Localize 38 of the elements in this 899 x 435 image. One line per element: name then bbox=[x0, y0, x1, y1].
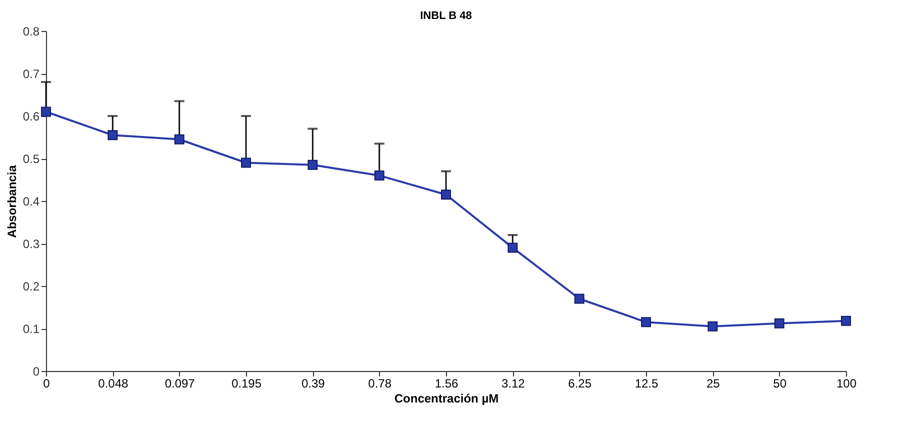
y-tick-label: 0 bbox=[32, 364, 40, 378]
point bbox=[841, 316, 851, 326]
x-tick-label: 50 bbox=[773, 376, 787, 390]
chart-title: INBL B 48 bbox=[420, 10, 472, 22]
x-tick-label: 12.5 bbox=[634, 376, 658, 390]
point bbox=[774, 318, 784, 328]
x-tick-label: 6.25 bbox=[568, 376, 592, 390]
point bbox=[308, 160, 318, 170]
point bbox=[574, 294, 584, 304]
y-tick-label: 0.5 bbox=[22, 152, 40, 166]
x-tick-label: 0.195 bbox=[231, 376, 262, 390]
x-tick-label: 1.56 bbox=[434, 376, 458, 390]
y-tick-label: 0.4 bbox=[22, 194, 40, 208]
point bbox=[441, 190, 451, 200]
y-tick-label: 0.2 bbox=[22, 280, 40, 294]
y-tick-label: 0.7 bbox=[22, 67, 40, 81]
x-tick-label: 0.78 bbox=[368, 376, 392, 390]
point bbox=[174, 134, 184, 144]
x-tick-label: 0.048 bbox=[98, 376, 129, 390]
x-tick-label: 0.39 bbox=[301, 376, 326, 390]
point bbox=[508, 242, 518, 253]
x-tick-label: 3.12 bbox=[501, 376, 526, 390]
point bbox=[41, 106, 51, 117]
point bbox=[641, 317, 651, 328]
y-tick-label: 0.8 bbox=[22, 24, 40, 38]
x-axis-title: Concentración µM bbox=[394, 392, 499, 406]
point bbox=[241, 158, 251, 168]
point bbox=[374, 170, 384, 180]
x-tick-label: 100 bbox=[836, 376, 857, 390]
y-tick-label: 0.3 bbox=[22, 237, 40, 251]
y-tick-label: 0.6 bbox=[22, 110, 40, 124]
x-tick-label: 0.097 bbox=[164, 376, 196, 390]
y-axis-title: Absorbancia bbox=[4, 164, 19, 238]
point bbox=[708, 321, 718, 332]
y-tick-label: 0.1 bbox=[22, 322, 40, 336]
x-tick-label: 25 bbox=[706, 376, 720, 390]
x-tick-label: 0 bbox=[43, 376, 50, 390]
point bbox=[108, 130, 118, 140]
